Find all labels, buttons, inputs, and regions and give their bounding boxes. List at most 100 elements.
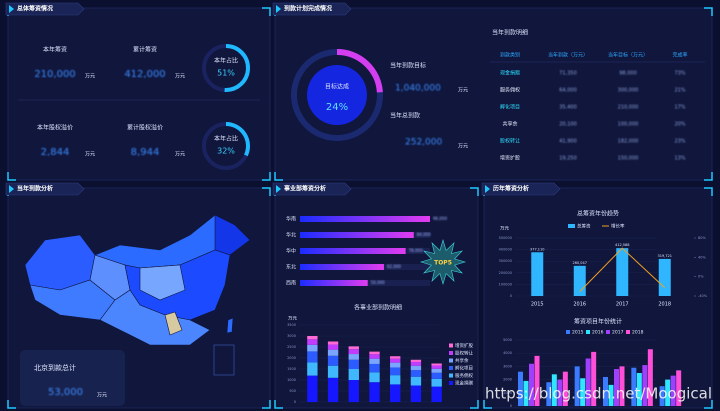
y-tick-label: 0 <box>510 404 512 408</box>
title-marker <box>9 185 14 193</box>
ring-arc <box>336 49 383 93</box>
gauge-value: 32% <box>217 147 235 156</box>
bar <box>557 379 563 406</box>
y-tick-label: 3500 <box>287 323 296 327</box>
rank-label: 华中 <box>286 248 296 255</box>
title-marker <box>276 185 281 193</box>
table-cell: 服务佣权 <box>500 87 520 94</box>
bar <box>546 382 552 406</box>
bar <box>670 375 676 406</box>
legend-label: 2015 <box>572 330 584 336</box>
y-axis-label: 万元 <box>500 226 509 232</box>
y-tick-label: 100000 <box>499 282 512 286</box>
stacked-segment <box>369 382 380 402</box>
legend-label: 孵化项目 <box>455 365 473 372</box>
y-tick-label: 1500 <box>287 367 296 371</box>
rank-label: 华北 <box>286 232 296 239</box>
table-cell: 41,900 <box>559 139 577 145</box>
rank-label: 华南 <box>286 216 296 223</box>
bar <box>603 376 608 406</box>
panel-corner <box>7 172 16 181</box>
table-cell: 100,000 <box>618 122 639 128</box>
bar <box>647 349 653 406</box>
y-tick-label: -40% <box>698 294 708 298</box>
rank-value: 84,000 <box>417 232 431 237</box>
legend-swatch <box>606 330 610 334</box>
stacked-segment <box>327 377 339 402</box>
stacked-segment <box>327 341 339 345</box>
panel <box>483 187 713 409</box>
stacked-segment <box>390 356 401 359</box>
panel-corner <box>704 400 713 409</box>
x-tick-label: 2017 <box>616 302 629 308</box>
legend-swatch <box>626 330 630 334</box>
table-header: 当年目标（万元） <box>608 52 648 59</box>
stat-value: 210,000 <box>34 69 75 80</box>
table-cell: 孵化项目 <box>500 104 520 111</box>
panel-corner <box>483 400 492 409</box>
panel-corner <box>704 172 713 181</box>
panel-title: 总体筹资情况 <box>17 5 53 13</box>
bar <box>562 371 568 406</box>
stacked-segment <box>307 351 318 363</box>
summary-value: 53,000 <box>48 387 83 398</box>
bar <box>658 258 671 296</box>
title-tab <box>5 182 85 196</box>
rank-value: 50,000 <box>371 280 385 285</box>
panel-corner <box>7 400 16 409</box>
map-region <box>214 214 251 256</box>
stacked-segment <box>410 376 422 386</box>
panel-corner <box>470 187 479 196</box>
bar <box>531 252 544 296</box>
y-tick-label: 80% <box>698 236 706 240</box>
chart-title: 筹资项目年份统计 <box>574 318 622 326</box>
bar <box>616 248 629 296</box>
panel-corner <box>704 187 713 196</box>
stat-unit: 万元 <box>85 152 95 158</box>
stacked-segment <box>390 384 401 402</box>
bar-value: 412,588 <box>615 243 629 247</box>
total-unit: 万元 <box>458 144 468 150</box>
x-tick-label: 2015 <box>531 302 544 308</box>
table-cell: 20% <box>674 122 685 128</box>
legend-swatch <box>568 224 575 228</box>
bar <box>534 355 540 406</box>
summary-label: 北京到款总计 <box>34 363 76 372</box>
bar <box>523 380 529 406</box>
y-tick-label: 5000 <box>503 338 512 342</box>
summary-unit: 万元 <box>97 393 107 399</box>
panel-title: 事业部筹资分析 <box>284 185 326 193</box>
stacked-segment <box>327 355 339 366</box>
stacked-segment <box>431 372 442 379</box>
stacked-segment <box>431 386 442 402</box>
badge-text: TOP5 <box>434 260 452 267</box>
total-label: 当年总到款 <box>390 112 420 120</box>
panel-corner <box>704 7 713 16</box>
table-header: 完成率 <box>672 52 687 59</box>
panel-corner <box>262 172 271 181</box>
y-tick-label: 3000 <box>287 334 296 338</box>
y-tick-label: 0 <box>510 294 512 298</box>
stacked-segment <box>327 365 339 378</box>
stacked-segment <box>307 362 318 376</box>
table-cell: 共享余 <box>502 121 517 128</box>
table-cell: 98,000 <box>619 71 637 77</box>
table-cell: 增资扩股 <box>500 155 520 162</box>
stacked-segment <box>410 370 422 377</box>
target-unit: 万元 <box>458 88 468 94</box>
chart-title: 各事业部到款明细 <box>354 304 402 312</box>
legend-swatch <box>449 358 453 363</box>
table-cell: 19,250 <box>559 156 577 162</box>
stacked-segment <box>348 380 359 402</box>
gauge-value: 51% <box>217 69 235 78</box>
panel-title: 到款计划完成情况 <box>284 5 332 13</box>
stat-value: 8,944 <box>131 147 160 158</box>
gauge-label: 本年占比 <box>214 135 238 143</box>
table-cell: 20,100 <box>559 122 577 128</box>
panel-title: 历年筹资分析 <box>493 185 529 193</box>
y-axis-label: 万元 <box>288 316 297 322</box>
y-tick-label: 2000 <box>287 356 296 360</box>
legend-swatch <box>449 373 453 378</box>
stacked-segment <box>410 361 422 366</box>
legend-label: 2016 <box>592 330 604 336</box>
